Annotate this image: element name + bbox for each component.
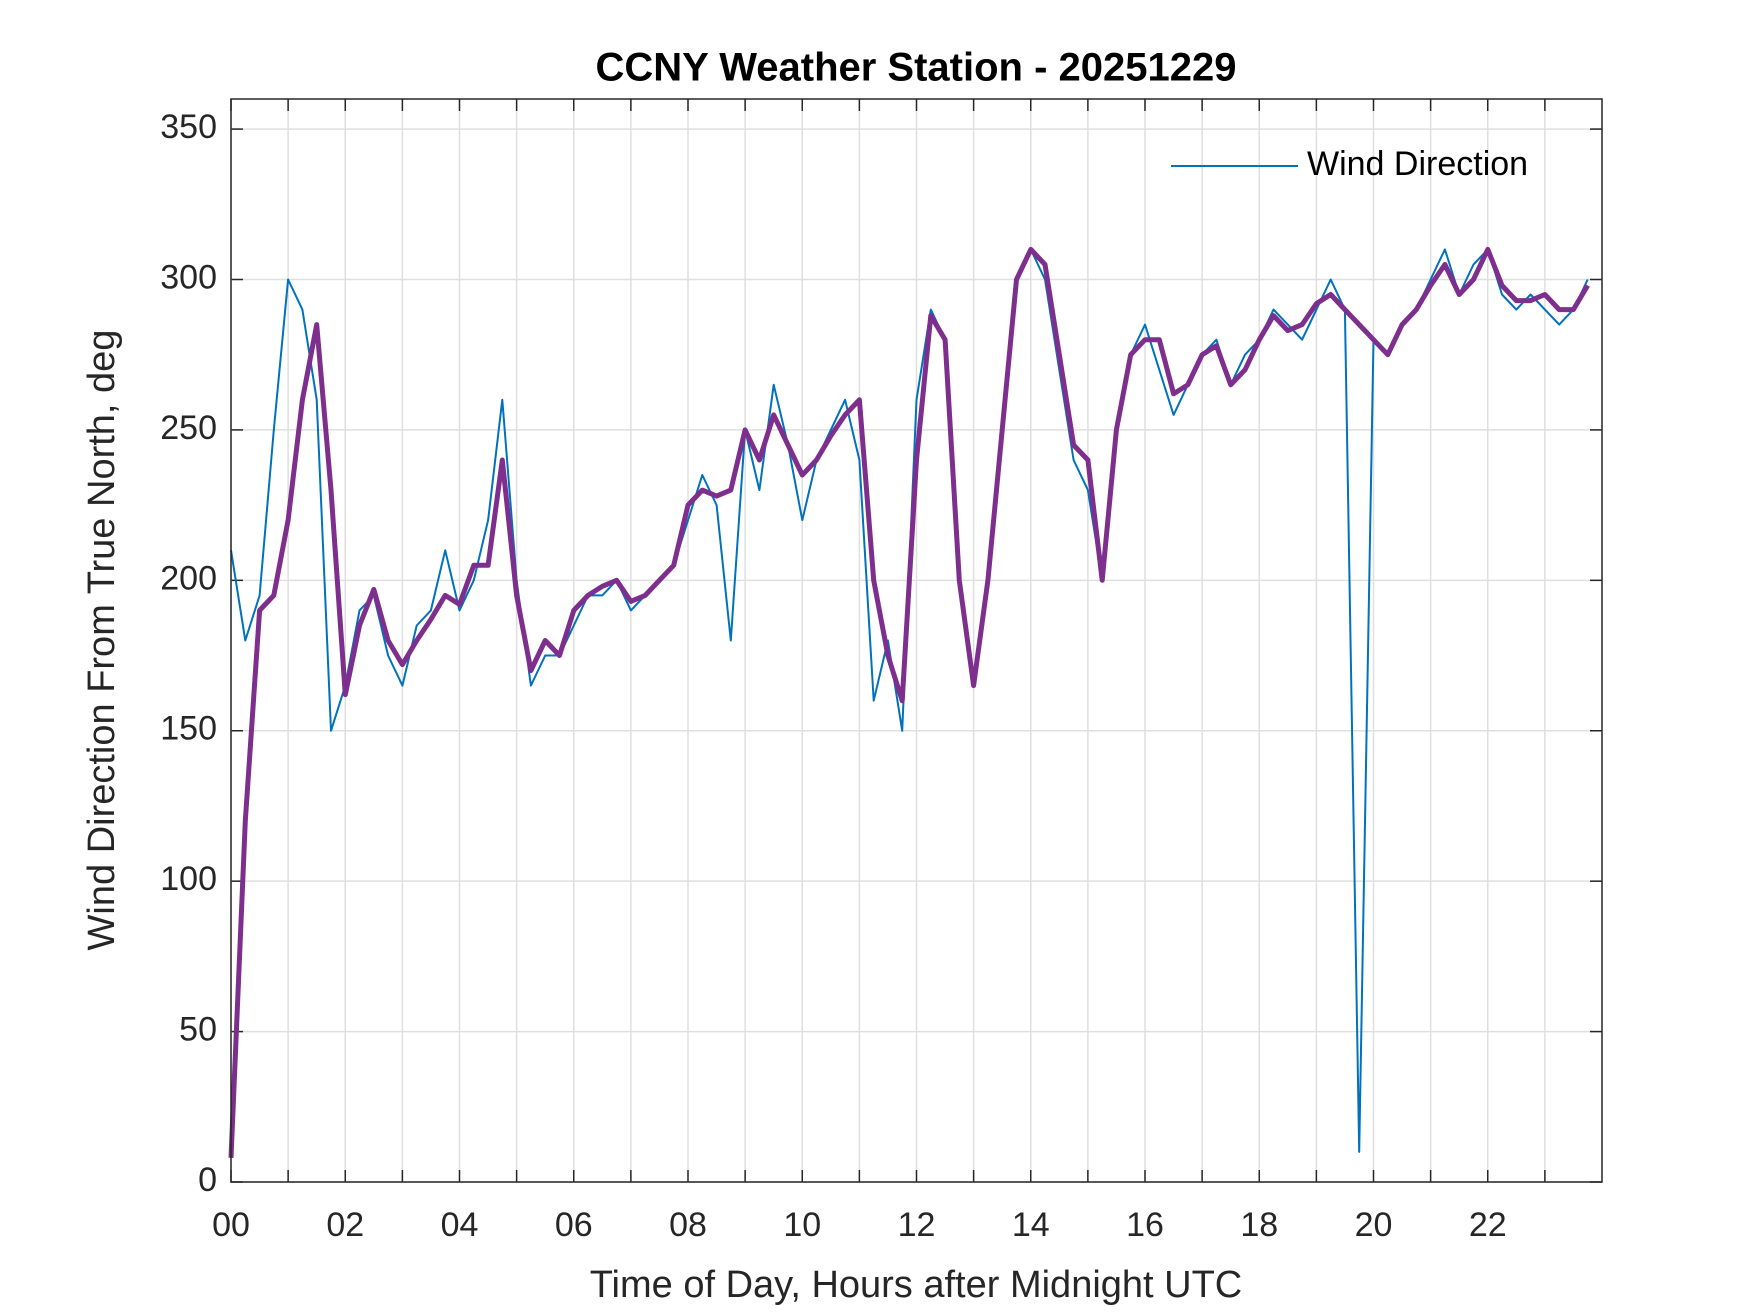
x-tick-label: 02 <box>326 1206 364 1244</box>
x-tick-label: 08 <box>669 1206 707 1244</box>
y-tick-label: 150 <box>160 710 217 748</box>
x-tick-label: 00 <box>212 1206 250 1244</box>
x-tick-label: 04 <box>441 1206 479 1244</box>
x-tick-label: 10 <box>783 1206 821 1244</box>
x-tick-label: 20 <box>1355 1206 1393 1244</box>
y-tick-label: 200 <box>160 559 217 597</box>
y-tick-label: 300 <box>160 258 217 296</box>
chart-title: CCNY Weather Station - 20251229 <box>596 46 1237 90</box>
legend-label: Wind Direction <box>1307 145 1528 183</box>
x-tick-label: 12 <box>898 1206 936 1244</box>
y-tick-label: 100 <box>160 860 217 898</box>
x-tick-label: 22 <box>1469 1206 1507 1244</box>
x-tick-label: 16 <box>1126 1206 1164 1244</box>
y-tick-label: 50 <box>179 1011 217 1049</box>
y-tick-label: 250 <box>160 409 217 447</box>
x-tick-label: 18 <box>1240 1206 1278 1244</box>
y-tick-label: 350 <box>160 108 217 146</box>
x-tick-label: 06 <box>555 1206 593 1244</box>
axes-box <box>230 98 1603 1183</box>
line-series <box>228 246 1590 1159</box>
x-axis-label: Time of Day, Hours after Midnight UTC <box>590 1264 1243 1306</box>
y-tick-label: 0 <box>198 1161 217 1199</box>
x-tick-label: 14 <box>1012 1206 1050 1244</box>
y-axis-label: Wind Direction From True North, deg <box>81 330 123 951</box>
